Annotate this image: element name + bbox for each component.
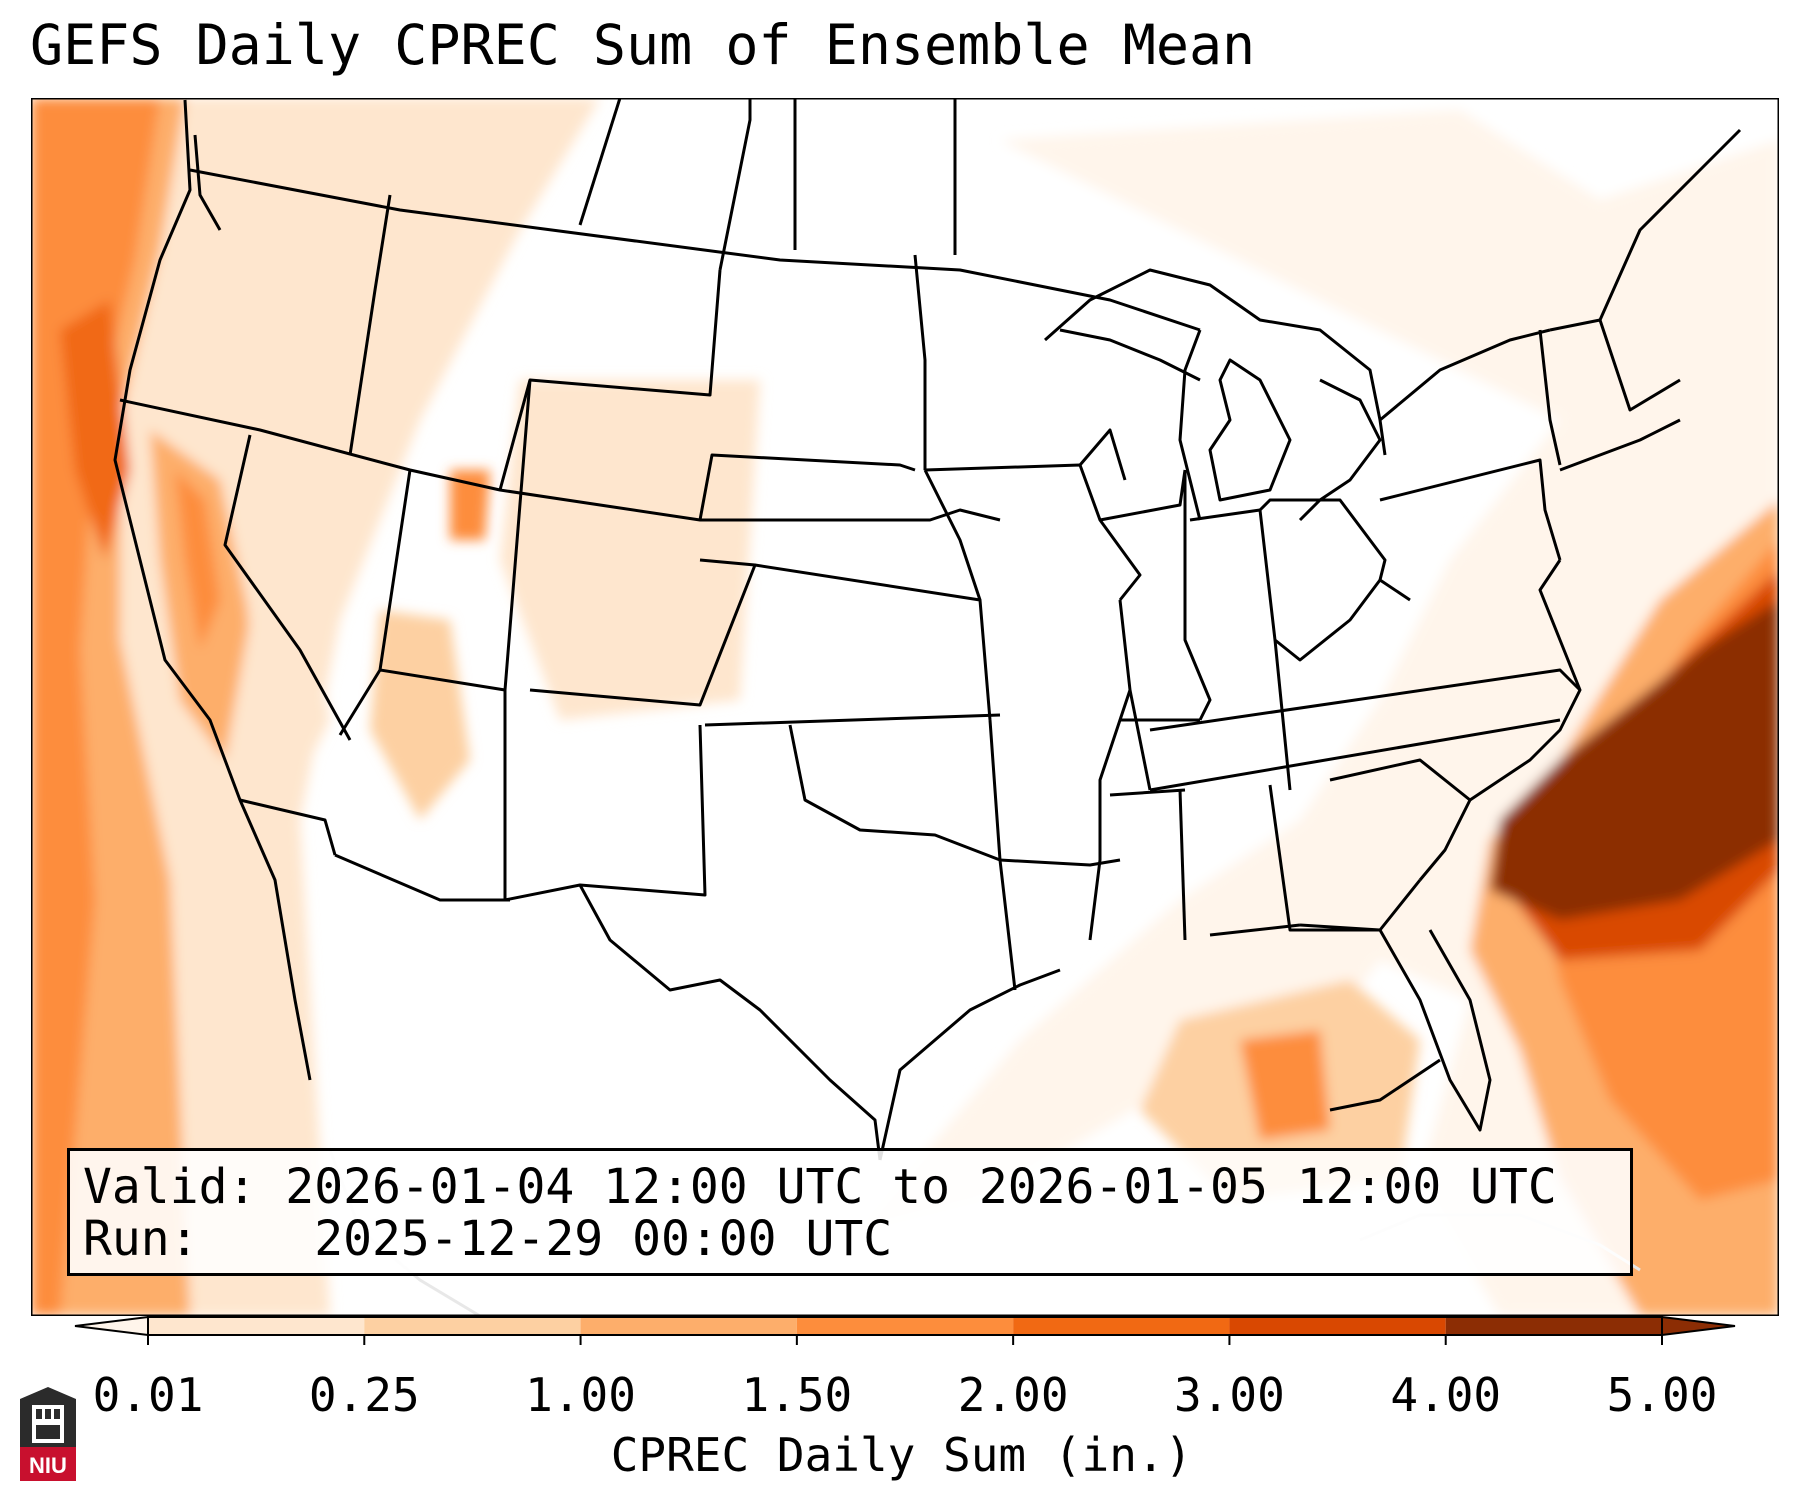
niu-logo: NIU (20, 1387, 76, 1481)
colorbar-tick-label: 1.50 (741, 1368, 853, 1422)
colorbar-tick-label: 5.00 (1606, 1368, 1718, 1422)
colorbar-label: CPREC Daily Sum (in.) (610, 1428, 1193, 1482)
colorbar-segment (580, 1317, 797, 1335)
colorbar-segment (796, 1317, 1014, 1335)
run-time-line: Run: 2025-12-29 00:00 UTC (83, 1215, 892, 1263)
colorbar-tick-label: 3.00 (1174, 1368, 1285, 1422)
colorbar-tick-label: 0.25 (308, 1368, 420, 1422)
valid-value: 2026-01-04 12:00 UTC to 2026-01-05 12:00… (285, 1159, 1557, 1215)
colorbar-tick-label: 1.00 (525, 1368, 636, 1422)
colorbar-segment (1229, 1317, 1446, 1335)
colorbar-segment (1013, 1317, 1230, 1335)
valid-run-info-box: Valid: 2026-01-04 12:00 UTC to 2026-01-0… (67, 1148, 1633, 1276)
colorbar-segment (1445, 1317, 1662, 1335)
colorbar (74, 1315, 1736, 1345)
map-title: GEFS Daily CPREC Sum of Ensemble Mean (30, 13, 1256, 77)
run-label: Run: (83, 1211, 199, 1267)
valid-label: Valid: (83, 1159, 257, 1215)
colorbar-extend-low (74, 1315, 149, 1337)
svg-text:NIU: NIU (29, 1453, 67, 1478)
valid-time-line: Valid: 2026-01-04 12:00 UTC to 2026-01-0… (83, 1163, 1557, 1211)
colorbar-tick-label: 0.01 (92, 1368, 204, 1422)
colorbar-segment (148, 1317, 365, 1335)
colorbar-tick-label: 2.00 (957, 1368, 1069, 1422)
run-value: 2025-12-29 00:00 UTC (314, 1211, 893, 1267)
colorbar-extend-high (1661, 1315, 1736, 1337)
colorbar-segment (364, 1317, 581, 1335)
precip-field (31, 98, 1779, 1316)
colorbar-tick-label: 4.00 (1390, 1368, 1502, 1422)
